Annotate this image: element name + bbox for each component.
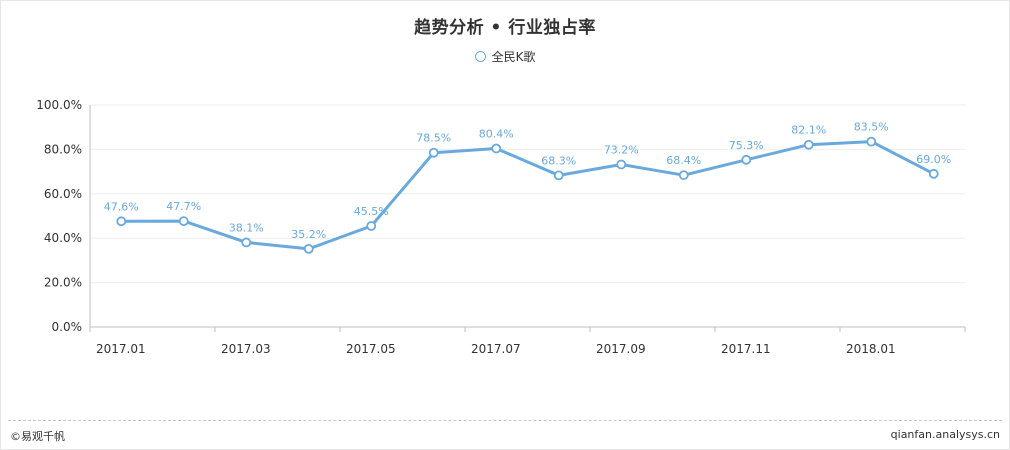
legend[interactable]: 全民K歌 xyxy=(0,48,1010,65)
data-labels: 47.6% 47.7% 38.1% 35.2% 45.5% 78.5% 80.4% 68.3%… xyxy=(104,121,951,241)
y-tick-label: 40.0% xyxy=(44,231,82,245)
footer-divider xyxy=(8,420,1002,421)
data-point[interactable] xyxy=(866,136,877,147)
data-label: 45.5% xyxy=(354,205,389,218)
y-tick-label: 100.0% xyxy=(36,98,82,112)
data-points xyxy=(116,136,939,254)
grid-lines xyxy=(90,104,965,284)
data-label: 73.2% xyxy=(604,143,639,156)
x-tick-label: 2017.11 xyxy=(721,342,771,356)
series-line xyxy=(119,140,936,251)
y-tick-label: 20.0% xyxy=(44,276,82,290)
y-tick-label: 0.0% xyxy=(52,320,83,334)
data-point[interactable] xyxy=(616,159,627,170)
data-label: 75.3% xyxy=(729,139,764,152)
footer-copyright: ©易观千帆 xyxy=(10,430,65,443)
data-label: 35.2% xyxy=(291,228,326,241)
data-label: 80.4% xyxy=(479,128,514,141)
data-label: 47.7% xyxy=(166,200,201,213)
data-label: 38.1% xyxy=(229,221,264,234)
data-point[interactable] xyxy=(803,139,814,150)
data-label: 83.5% xyxy=(854,121,889,134)
data-point[interactable] xyxy=(116,216,127,227)
footer-url[interactable]: qianfan.analysys.cn xyxy=(890,428,1000,441)
y-tick-label: 60.0% xyxy=(44,187,82,201)
data-label: 78.5% xyxy=(416,132,451,145)
x-tick-label: 2017.07 xyxy=(471,342,521,356)
data-point[interactable] xyxy=(928,168,939,179)
data-point[interactable] xyxy=(303,243,314,254)
data-label: 47.6% xyxy=(104,200,139,213)
series-line-layer xyxy=(119,140,936,251)
y-tick-label: 80.0% xyxy=(44,142,82,156)
chart-title: 趋势分析 • 行业独占率 xyxy=(414,18,596,38)
data-label: 69.0% xyxy=(916,153,951,166)
data-point[interactable] xyxy=(741,154,752,165)
data-point[interactable] xyxy=(178,216,189,227)
x-tick-label: 2017.03 xyxy=(221,342,271,356)
data-point[interactable] xyxy=(491,143,502,154)
data-point[interactable] xyxy=(678,170,689,181)
axes: 0.0% 20.0% 40.0% 60.0% 80.0% 100.0% 2017.01 201… xyxy=(36,98,966,356)
x-tick-label: 2017.05 xyxy=(346,342,396,356)
legend-label: 全民K歌 xyxy=(491,50,536,64)
data-label: 68.3% xyxy=(541,154,576,167)
data-point[interactable] xyxy=(366,221,377,231)
legend-marker-icon xyxy=(474,51,486,62)
x-tick-label: 2017.01 xyxy=(96,342,146,356)
x-tick-label: 2018.01 xyxy=(846,342,896,356)
x-tick-label: 2017.09 xyxy=(596,342,646,356)
data-point[interactable] xyxy=(553,170,564,181)
data-label: 82.1% xyxy=(791,124,826,137)
data-point[interactable] xyxy=(428,147,439,158)
data-label: 68.4% xyxy=(666,154,701,167)
data-point[interactable] xyxy=(241,237,252,248)
